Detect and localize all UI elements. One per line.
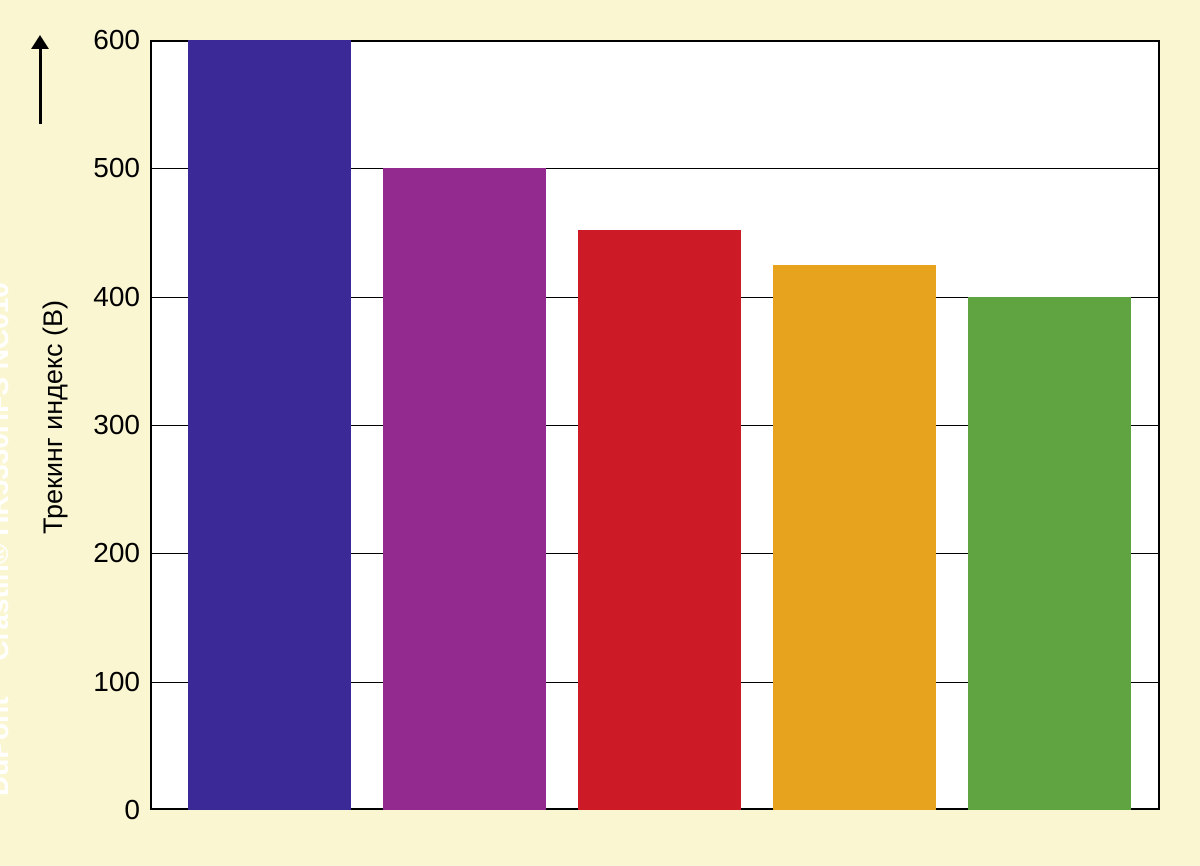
- chart-canvas: Трекинг индекс (В) 0 100 200 300 400 500 600 Du…: [0, 0, 1200, 866]
- bar-label: Конкурент 1: [353, 629, 381, 796]
- y-axis-arrow-shaft: [39, 49, 42, 124]
- y-tick-label: 300: [93, 411, 140, 439]
- bar: Конкурент 3: [773, 265, 936, 810]
- y-tick-label: 400: [93, 283, 140, 311]
- bar: Конкурент 2: [578, 230, 741, 810]
- y-tick-label: 200: [93, 539, 140, 567]
- bar: Конкурент 1: [383, 168, 546, 810]
- y-axis-arrow-head: [31, 35, 49, 49]
- y-tick-label: 500: [93, 154, 140, 182]
- bar: Конкурент 4: [968, 297, 1131, 810]
- bar-label: Конкурент 3: [743, 629, 771, 796]
- bar-label: Конкурент 4: [938, 629, 966, 796]
- y-axis-title: Трекинг индекс (В): [40, 300, 67, 534]
- y-tick-label: 600: [93, 26, 140, 54]
- y-tick-label: 0: [124, 796, 140, 824]
- y-tick-label: 100: [93, 668, 140, 696]
- bar: DuPont™ Crastin® HR5330HFS NC010: [188, 40, 351, 810]
- bar-label: Конкурент 2: [548, 629, 576, 796]
- bar-label: DuPont™ Crastin® HR5330HFS NC010: [0, 282, 13, 796]
